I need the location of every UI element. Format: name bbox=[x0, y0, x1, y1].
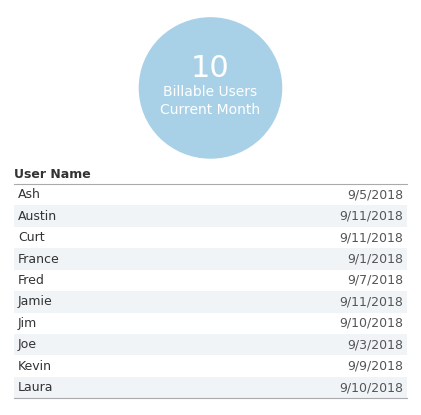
Bar bbox=[14, 312, 407, 334]
Text: France: France bbox=[18, 253, 60, 266]
Bar bbox=[14, 356, 407, 377]
Text: Laura: Laura bbox=[18, 381, 53, 394]
Text: Current Month: Current Month bbox=[160, 103, 261, 117]
Text: 9/3/2018: 9/3/2018 bbox=[347, 338, 403, 351]
Bar bbox=[14, 291, 407, 312]
Text: Billable Users: Billable Users bbox=[163, 85, 258, 99]
Text: Kevin: Kevin bbox=[18, 360, 52, 373]
Text: Joe: Joe bbox=[18, 338, 37, 351]
Text: Ash: Ash bbox=[18, 188, 41, 201]
Text: 9/11/2018: 9/11/2018 bbox=[339, 231, 403, 244]
Text: 9/9/2018: 9/9/2018 bbox=[347, 360, 403, 373]
Text: 10: 10 bbox=[191, 54, 230, 83]
Text: User Name: User Name bbox=[14, 168, 91, 181]
Text: 9/5/2018: 9/5/2018 bbox=[347, 188, 403, 201]
Bar bbox=[14, 270, 407, 291]
Text: Fred: Fred bbox=[18, 274, 45, 287]
Circle shape bbox=[139, 18, 282, 158]
Text: 9/11/2018: 9/11/2018 bbox=[339, 210, 403, 223]
Text: Austin: Austin bbox=[18, 210, 57, 223]
Text: 9/7/2018: 9/7/2018 bbox=[347, 274, 403, 287]
Bar bbox=[14, 205, 407, 227]
Text: 9/11/2018: 9/11/2018 bbox=[339, 295, 403, 308]
Text: 9/10/2018: 9/10/2018 bbox=[339, 317, 403, 330]
Bar bbox=[14, 334, 407, 356]
Text: Jim: Jim bbox=[18, 317, 37, 330]
Bar bbox=[14, 377, 407, 398]
Text: Jamie: Jamie bbox=[18, 295, 53, 308]
Bar bbox=[14, 184, 407, 205]
Text: Curt: Curt bbox=[18, 231, 45, 244]
Bar bbox=[14, 227, 407, 248]
Text: 9/1/2018: 9/1/2018 bbox=[347, 253, 403, 266]
Text: 9/10/2018: 9/10/2018 bbox=[339, 381, 403, 394]
Bar bbox=[14, 248, 407, 270]
